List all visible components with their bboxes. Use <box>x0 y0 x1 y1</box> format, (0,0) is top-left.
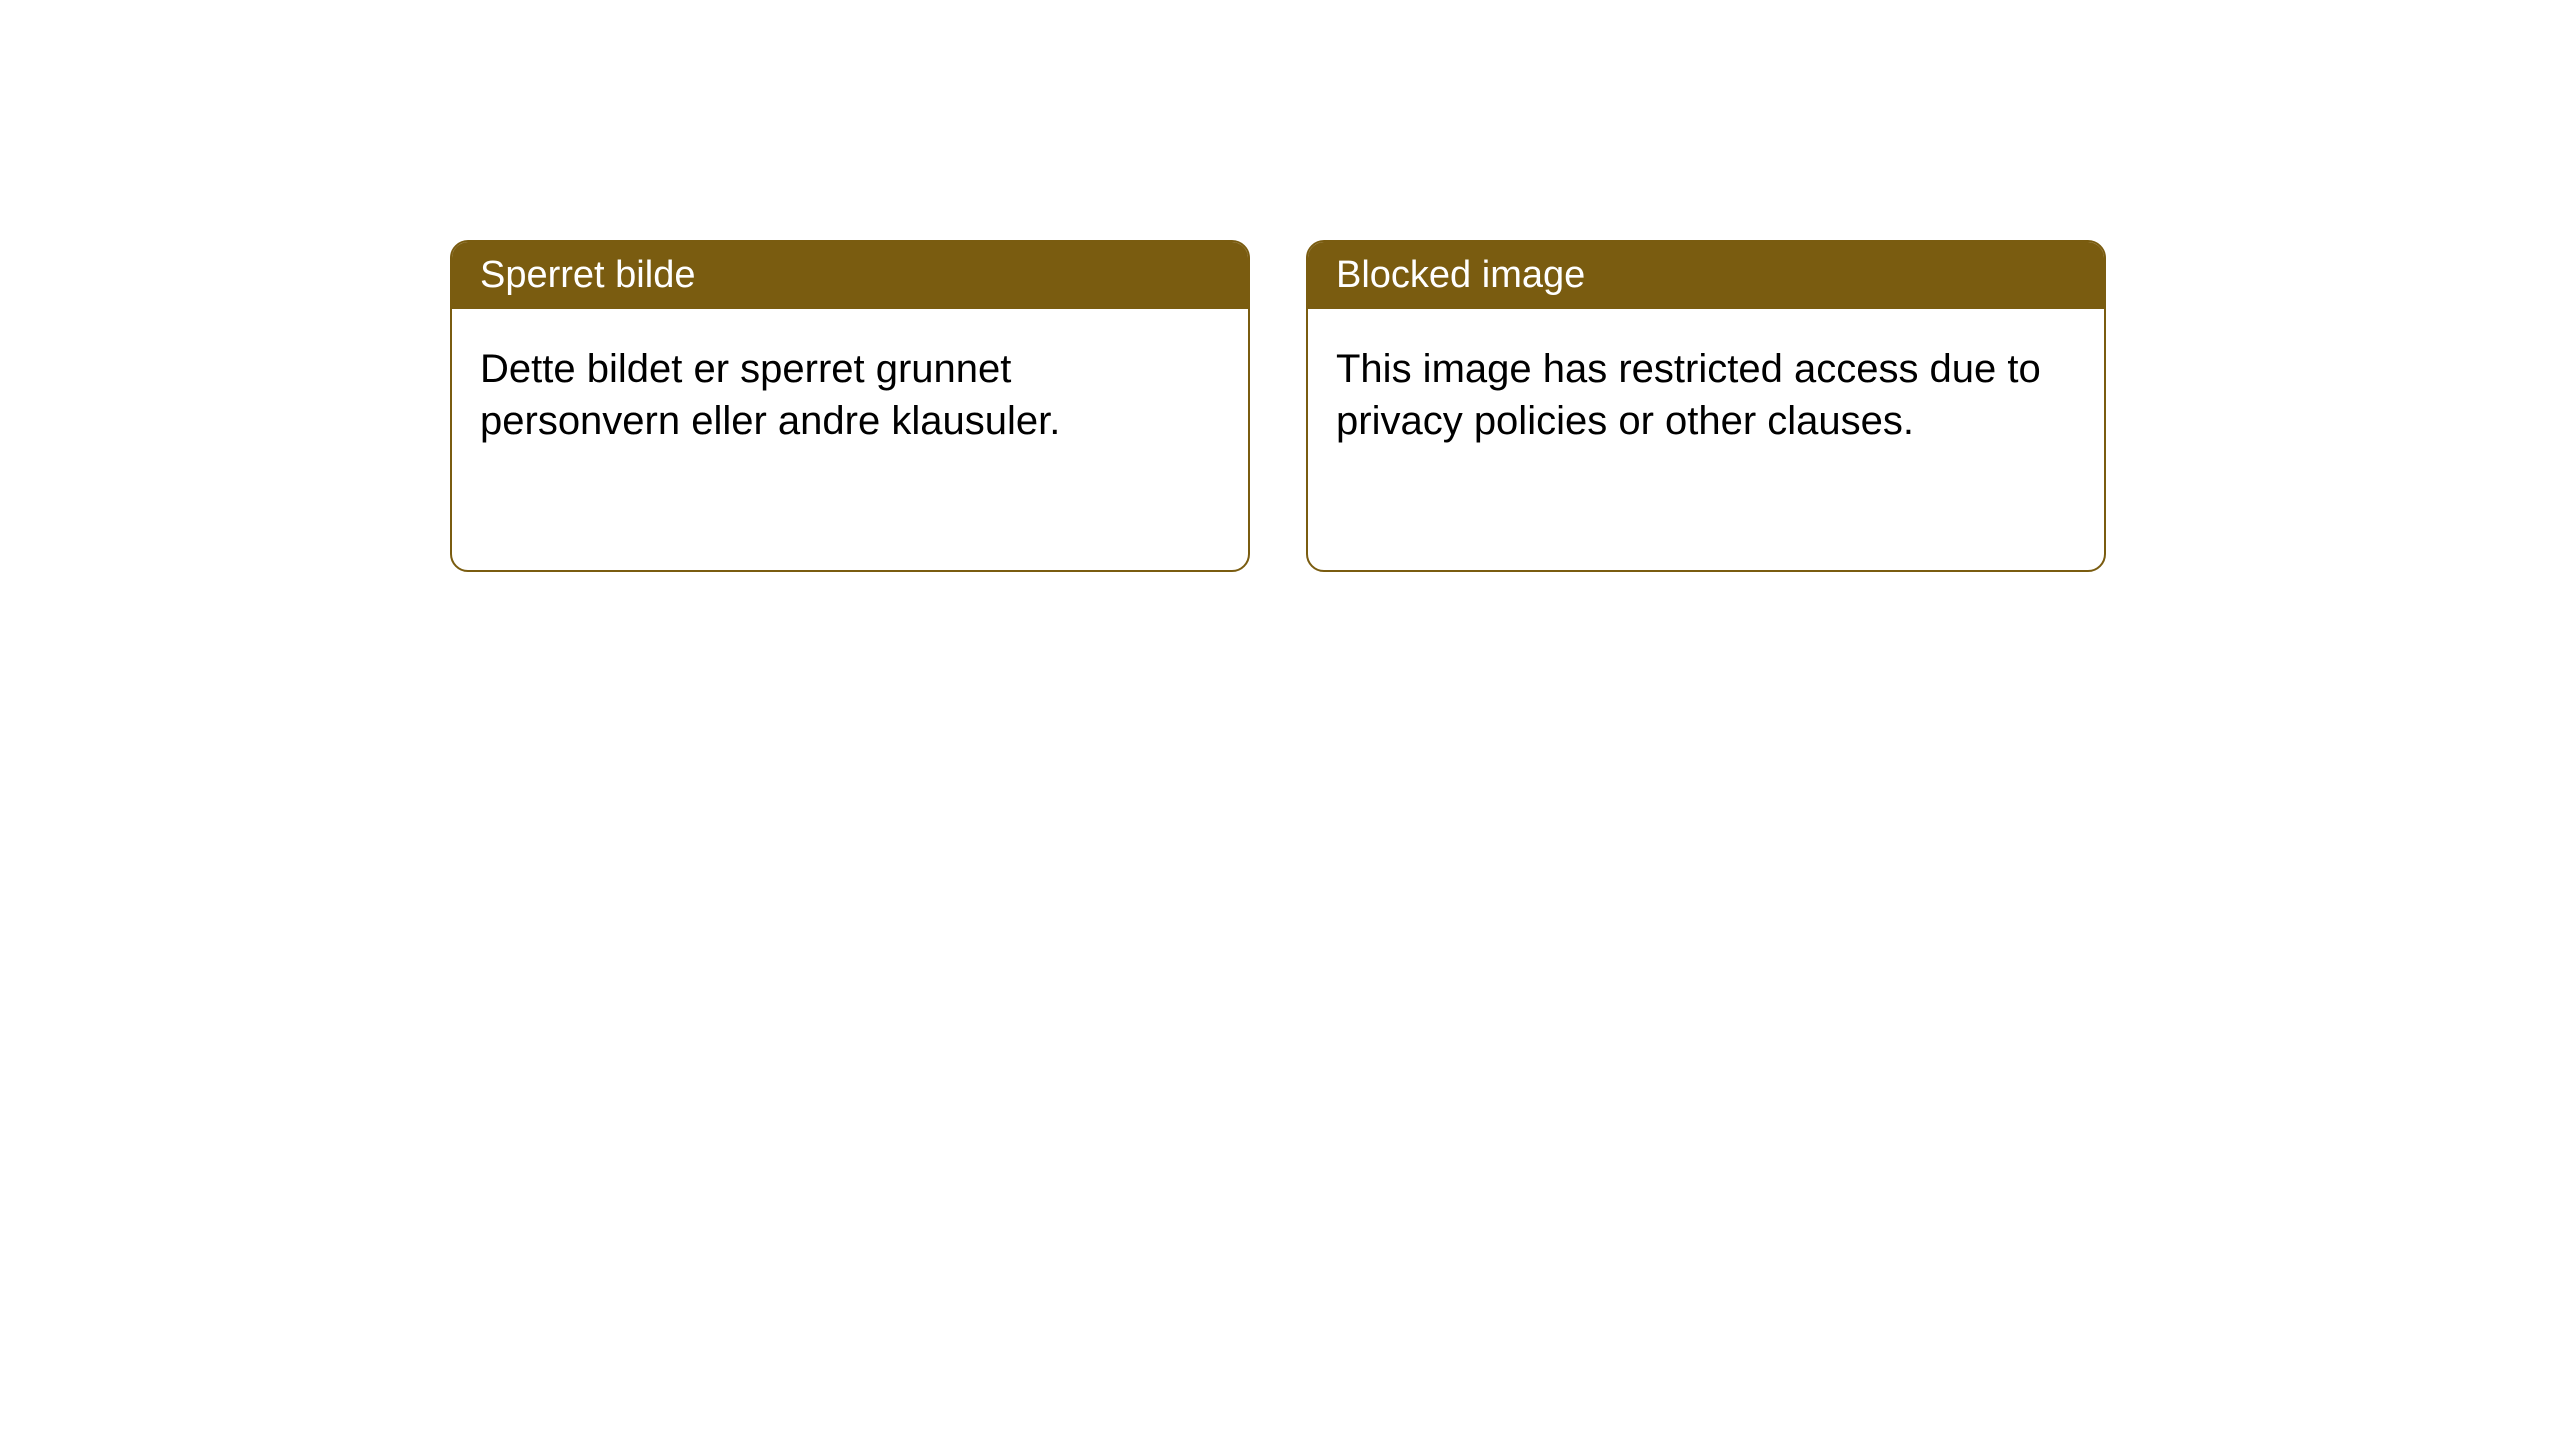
notice-header: Blocked image <box>1308 242 2104 309</box>
notice-box-english: Blocked image This image has restricted … <box>1306 240 2106 572</box>
notice-box-norwegian: Sperret bilde Dette bildet er sperret gr… <box>450 240 1250 572</box>
notice-body: This image has restricted access due to … <box>1308 309 2104 481</box>
notice-message: Dette bildet er sperret grunnet personve… <box>480 347 1060 443</box>
notice-message: This image has restricted access due to … <box>1336 347 2041 443</box>
notice-title: Blocked image <box>1336 254 1585 296</box>
notice-container: Sperret bilde Dette bildet er sperret gr… <box>450 240 2106 572</box>
notice-title: Sperret bilde <box>480 254 695 296</box>
notice-body: Dette bildet er sperret grunnet personve… <box>452 309 1248 481</box>
notice-header: Sperret bilde <box>452 242 1248 309</box>
